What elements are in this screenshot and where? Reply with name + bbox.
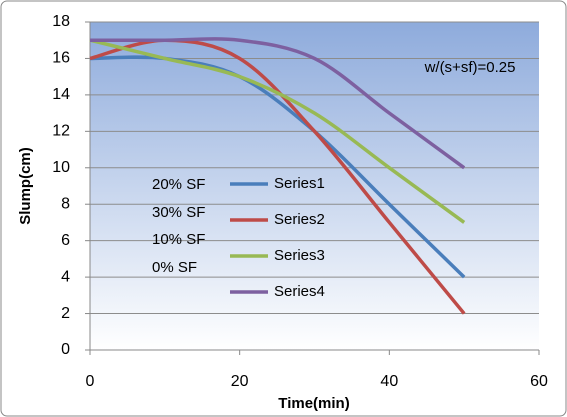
x-tick-label: 40	[380, 373, 398, 390]
series-line	[89, 37, 466, 170]
annotation: 10% SF	[152, 231, 205, 248]
x-axis-title: Time(min)	[278, 395, 349, 412]
x-tick-label: 0	[86, 373, 95, 390]
annotation: 20% SF	[152, 176, 205, 193]
y-axis-title: Slump(cm)	[17, 147, 34, 225]
x-tick-label: 20	[231, 373, 249, 390]
legend-label: Series3	[274, 247, 325, 264]
annotation: 0% SF	[152, 259, 197, 276]
annotation: w/(s+sf)=0.25	[424, 59, 516, 76]
y-tick-label: 6	[61, 232, 70, 249]
y-tick-label: 4	[61, 268, 70, 285]
y-tick-label: 0	[61, 341, 70, 358]
legend-label: Series1	[274, 175, 325, 192]
plot-area	[90, 22, 539, 350]
y-tick-label: 16	[52, 50, 70, 67]
series-line	[89, 38, 466, 224]
legend-label: Series4	[274, 283, 325, 300]
x-tick-label: 60	[530, 373, 548, 390]
y-tick-label: 8	[61, 195, 70, 212]
legend-label: Series2	[274, 211, 325, 228]
annotation: 30% SF	[152, 204, 205, 221]
y-tick-label: 2	[61, 305, 70, 322]
y-tick-label: 18	[52, 13, 70, 30]
y-tick-label: 10	[52, 159, 70, 176]
y-tick-label: 14	[52, 86, 70, 103]
y-tick-label: 12	[52, 123, 70, 140]
